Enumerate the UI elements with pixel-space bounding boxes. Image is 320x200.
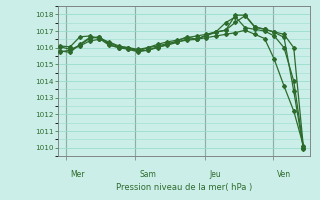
Text: Ven: Ven: [277, 170, 291, 179]
Text: Pression niveau de la mer( hPa ): Pression niveau de la mer( hPa ): [116, 183, 252, 192]
Text: Mer: Mer: [70, 170, 84, 179]
Text: Sam: Sam: [140, 170, 156, 179]
Text: Jeu: Jeu: [209, 170, 221, 179]
